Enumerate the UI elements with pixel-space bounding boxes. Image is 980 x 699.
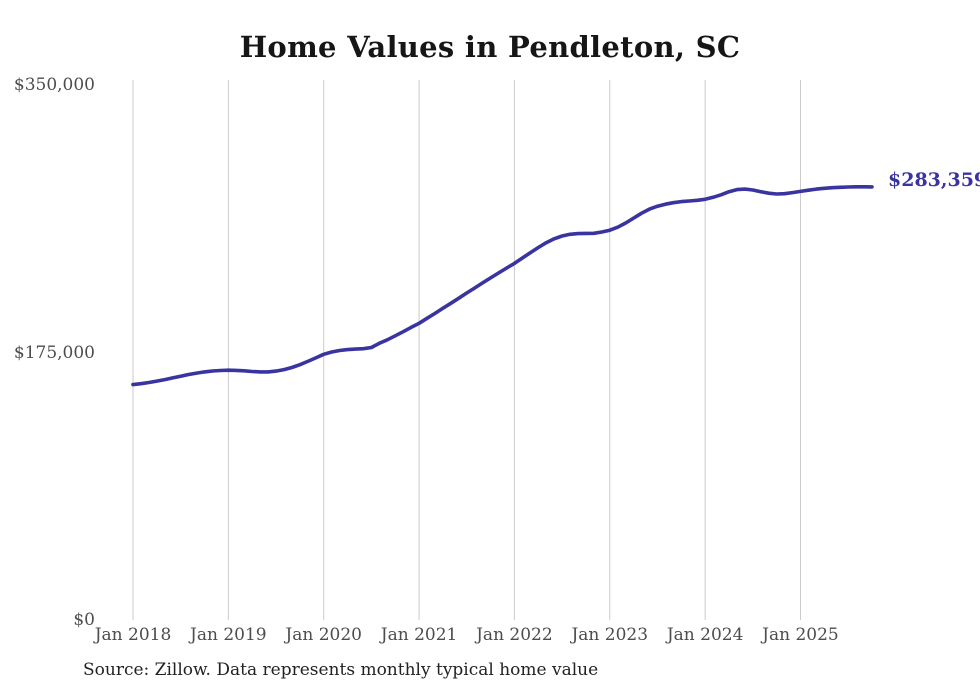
x-axis-tick-label: Jan 2019	[190, 625, 267, 645]
x-axis-tick-label: Jan 2024	[666, 625, 744, 645]
home-value-line	[131, 185, 874, 387]
x-axis-tick-label: Jan 2025	[762, 625, 839, 645]
source-note: Source: Zillow. Data represents monthly …	[83, 660, 599, 680]
x-axis-tick-label: Jan 2021	[380, 625, 458, 645]
vertical-gridlines	[132, 80, 801, 620]
chart-title: Home Values in Pendleton, SC	[239, 30, 741, 64]
x-axis-tick-label: Jan 2020	[285, 625, 362, 645]
x-axis-tick-label: Jan 2018	[94, 625, 172, 645]
x-axis-tick-label: Jan 2023	[571, 625, 649, 645]
x-axis-tick-label: Jan 2022	[476, 625, 553, 645]
line-end-value-label: $283,359	[888, 168, 980, 191]
y-axis-tick-label: $350,000	[13, 75, 95, 95]
y-axis-tick-label: $0	[73, 610, 95, 630]
y-axis-tick-label: $175,000	[13, 342, 95, 363]
